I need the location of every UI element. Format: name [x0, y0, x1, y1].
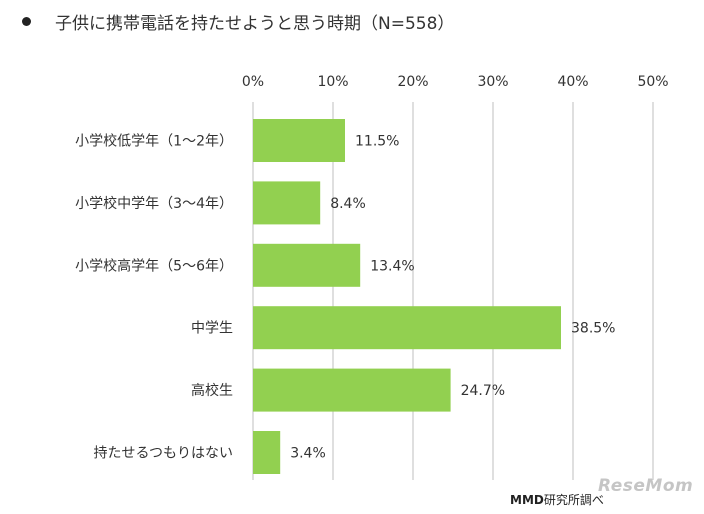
chart-title: 子供に携帯電話を持たせようと思う時期（N=558） — [55, 13, 455, 34]
bar-1 — [253, 181, 321, 225]
value-label-3: 38.5% — [571, 321, 615, 337]
x-tick-label-0: 0% — [242, 74, 264, 90]
category-label-5: 持たせるつもりはない — [94, 446, 233, 462]
x-tick-label-20: 20% — [397, 74, 428, 90]
value-label-2: 13.4% — [370, 258, 414, 274]
bar-3 — [253, 306, 561, 350]
grid-layer — [252, 102, 654, 480]
bar-4 — [253, 368, 451, 412]
bullet-icon — [22, 16, 31, 26]
x-tick-label-40: 40% — [557, 74, 588, 90]
bar-layer — [253, 119, 561, 474]
value-label-4: 24.7% — [461, 383, 505, 399]
x-tick-label-30: 30% — [477, 74, 508, 90]
value-label-5: 3.4% — [290, 446, 326, 462]
x-tick-label-10: 10% — [317, 74, 348, 90]
chart-title-row: 子供に携帯電話を持たせようと思う時期（N=558） — [22, 6, 454, 36]
source-brand: MMD — [510, 493, 544, 507]
value-label-1: 8.4% — [330, 196, 366, 212]
category-label-4: 高校生 — [191, 382, 233, 399]
category-label-0: 小学校低学年（1～2年） — [75, 133, 233, 150]
source-note: MMD研究所調べ — [510, 491, 604, 508]
label-layer: 0% 10% 20% 30% 40% 50% 小学校低学年（1～2年） 11.5% 小学校中学年… — [75, 74, 668, 462]
bar-0 — [253, 119, 345, 162]
category-label-1: 小学校中学年（3～4年） — [75, 195, 233, 212]
category-label-2: 小学校高学年（5～6年） — [75, 257, 233, 274]
bar-2 — [253, 243, 361, 287]
watermark-logo: ReseMom — [598, 476, 694, 496]
value-label-0: 11.5% — [355, 134, 399, 150]
bar-5 — [253, 431, 281, 474]
category-label-3: 中学生 — [191, 321, 233, 337]
x-tick-label-50: 50% — [637, 74, 668, 90]
source-text: 研究所調べ — [543, 493, 604, 507]
